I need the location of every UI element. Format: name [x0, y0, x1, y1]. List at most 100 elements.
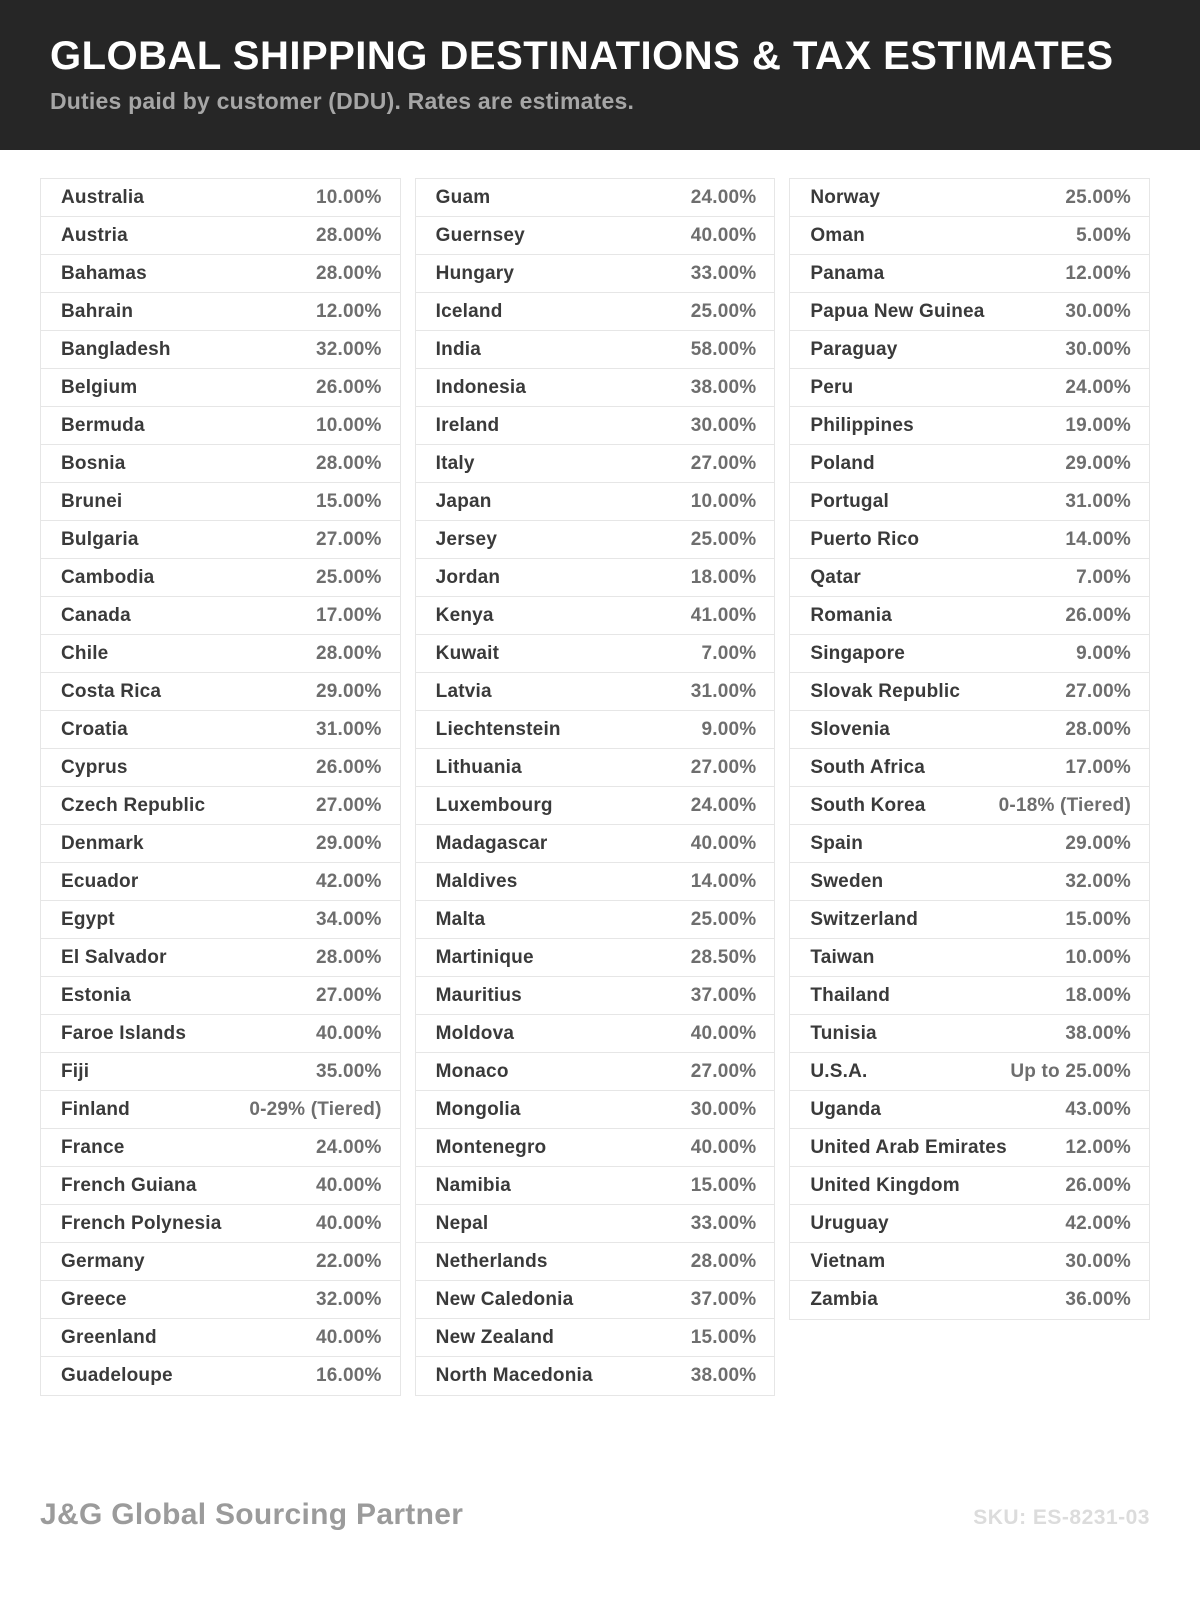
country-name: Papua New Guinea [810, 300, 985, 322]
country-name: Slovak Republic [810, 680, 961, 702]
table-row: El Salvador 28.00% [41, 939, 400, 977]
table-row: Czech Republic 27.00% [41, 787, 400, 825]
country-name: Guam [435, 186, 491, 208]
table-row: Bahrain 12.00% [41, 293, 400, 331]
country-name: Hungary [435, 262, 515, 284]
tax-rate: 40.00% [316, 1174, 382, 1196]
table-row: U.S.A. Up to 25.00% [790, 1053, 1149, 1091]
table-row: Canada 17.00% [41, 597, 400, 635]
table-row: Fiji 35.00% [41, 1053, 400, 1091]
tax-rate: 15.00% [690, 1326, 757, 1348]
country-name: Bulgaria [61, 528, 139, 550]
tax-rate: 28.00% [316, 452, 382, 474]
tax-rate: 40.00% [316, 1212, 382, 1234]
tax-rate: 15.00% [316, 490, 382, 512]
table-row: Guernsey 40.00% [415, 217, 775, 255]
tax-rate: 7.00% [1076, 566, 1131, 588]
table-row: Luxembourg 24.00% [415, 787, 775, 825]
table-row: Croatia 31.00% [41, 711, 400, 749]
country-name: Jersey [435, 528, 498, 550]
tax-rate: 27.00% [1065, 680, 1131, 702]
table-row: Slovak Republic 27.00% [790, 673, 1149, 711]
country-name: Canada [61, 604, 131, 626]
tax-rate: 31.00% [1065, 490, 1131, 512]
country-name: Belgium [61, 376, 138, 398]
country-name: Egypt [61, 908, 115, 930]
table-row: Japan 10.00% [415, 483, 775, 521]
table-row: Qatar 7.00% [790, 559, 1149, 597]
country-name: Singapore [810, 642, 906, 664]
country-name: Poland [810, 452, 875, 474]
country-name: Philippines [810, 414, 914, 436]
country-name: Cambodia [61, 566, 155, 588]
table-row: Puerto Rico 14.00% [790, 521, 1149, 559]
country-name: Taiwan [810, 946, 875, 968]
table-row: Bermuda 10.00% [41, 407, 400, 445]
tax-rate: 26.00% [316, 376, 382, 398]
country-name: Romania [810, 604, 892, 626]
tax-rate: 42.00% [1065, 1212, 1131, 1234]
country-name: Jordan [435, 566, 501, 588]
country-name: Namibia [435, 1174, 511, 1196]
table-row: Portugal 31.00% [790, 483, 1149, 521]
country-name: Finland [61, 1098, 130, 1120]
country-name: Cyprus [61, 756, 128, 778]
tax-rate: 38.00% [690, 376, 757, 398]
table-row: India 58.00% [415, 331, 775, 369]
table-row: Madagascar 40.00% [415, 825, 775, 863]
country-name: Tunisia [810, 1022, 877, 1044]
table-row: Denmark 29.00% [41, 825, 400, 863]
table-row: Kenya 41.00% [415, 597, 775, 635]
table-row: Papua New Guinea 30.00% [790, 293, 1149, 331]
country-name: Austria [61, 224, 128, 246]
table-row: Switzerland 15.00% [790, 901, 1149, 939]
country-name: Thailand [810, 984, 891, 1006]
sku-label: SKU: ES-8231-03 [973, 1506, 1150, 1529]
table-row: Bosnia 28.00% [41, 445, 400, 483]
tax-rate: 30.00% [690, 1098, 757, 1120]
table-row: Finland 0-29% (Tiered) [41, 1091, 400, 1129]
tax-rate: 31.00% [316, 718, 382, 740]
country-name: Puerto Rico [810, 528, 920, 550]
country-name: Estonia [61, 984, 132, 1006]
tax-rate: 30.00% [1065, 1250, 1131, 1272]
country-name: Maldives [435, 870, 518, 892]
country-name: Qatar [810, 566, 861, 588]
tax-rate: 28.00% [316, 224, 382, 246]
tax-rate: 27.00% [316, 528, 382, 550]
country-name: Czech Republic [61, 794, 206, 816]
page-title: GLOBAL SHIPPING DESTINATIONS & TAX ESTIM… [50, 34, 1114, 78]
tax-rate: 29.00% [316, 832, 382, 854]
tax-rate: Up to 25.00% [1010, 1060, 1131, 1082]
tax-rate: 18.00% [1065, 984, 1131, 1006]
table-row: Italy 27.00% [415, 445, 775, 483]
table-row: Chile 28.00% [41, 635, 400, 673]
tax-rate: 0-18% (Tiered) [998, 794, 1131, 816]
table-row: United Arab Emirates 12.00% [790, 1129, 1149, 1167]
table-row: Panama 12.00% [790, 255, 1149, 293]
tax-rate: 29.00% [316, 680, 382, 702]
table-row: Bulgaria 27.00% [41, 521, 400, 559]
tax-rate: 17.00% [316, 604, 382, 626]
tax-rate: 28.00% [316, 642, 382, 664]
table-row: Cyprus 26.00% [41, 749, 400, 787]
country-name: Faroe Islands [61, 1022, 187, 1044]
tax-rate: 29.00% [1065, 452, 1131, 474]
table-row: Brunei 15.00% [41, 483, 400, 521]
country-name: Montenegro [435, 1136, 547, 1158]
tax-rate: 12.00% [1065, 1136, 1131, 1158]
country-name: South Korea [810, 794, 926, 816]
table-row: Moldova 40.00% [415, 1015, 775, 1053]
table-row: Australia 10.00% [41, 179, 400, 217]
table-row: Peru 24.00% [790, 369, 1149, 407]
country-name: Mauritius [435, 984, 522, 1006]
tax-rate: 9.00% [1076, 642, 1131, 664]
tax-rate: 24.00% [690, 186, 757, 208]
tax-rate: 26.00% [1065, 1174, 1131, 1196]
table-row: Lithuania 27.00% [415, 749, 775, 787]
table-row: Singapore 9.00% [790, 635, 1149, 673]
tax-rate: 0-29% (Tiered) [249, 1098, 382, 1120]
country-name: Nepal [435, 1212, 489, 1234]
table-row: United Kingdom 26.00% [790, 1167, 1149, 1205]
table-row: Mauritius 37.00% [415, 977, 775, 1015]
